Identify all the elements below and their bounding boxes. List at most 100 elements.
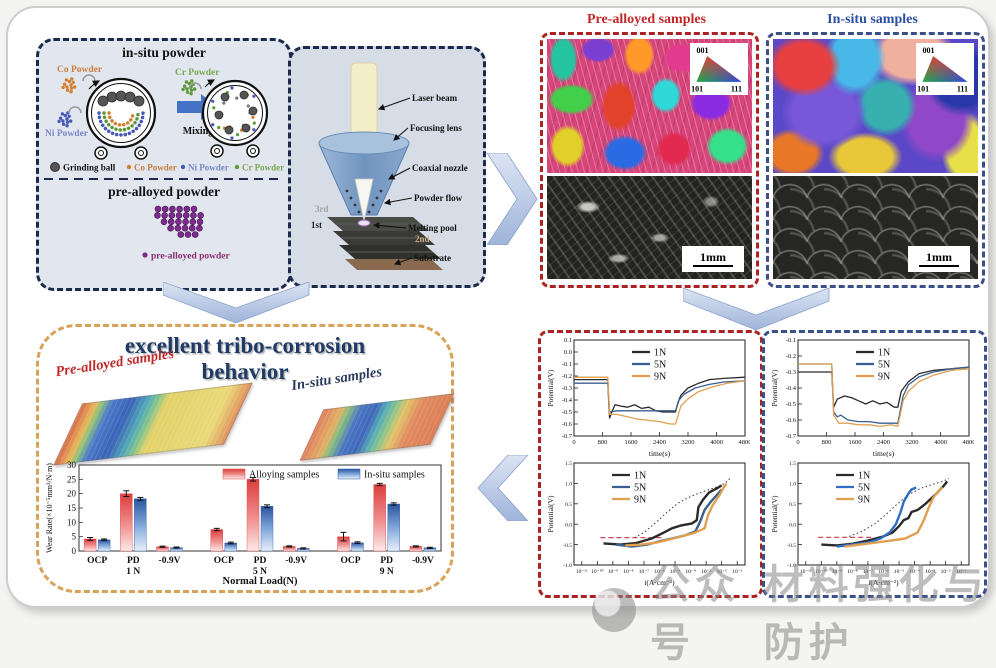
grinding-ball-legend: Grinding ball (63, 163, 116, 173)
svg-text:10⁻³: 10⁻³ (925, 569, 935, 575)
melting-pool-label: Melting pool (408, 223, 457, 233)
svg-text:20: 20 (67, 489, 77, 499)
svg-text:4000: 4000 (710, 439, 723, 446)
laser-cladding-panel: 3rd 1st 2nd Laser beam Focusing lens Coa… (288, 46, 486, 288)
svg-text:10: 10 (67, 517, 77, 527)
svg-text:0.5: 0.5 (789, 502, 796, 508)
watermark-name: 材料强化与防护 (763, 563, 989, 665)
insitu-powder-title: in-situ powder (122, 45, 206, 60)
svg-text:1 N: 1 N (126, 567, 140, 577)
laser-cladding-schematic: 3rd 1st 2nd Laser beam Focusing lens Coa… (311, 62, 468, 270)
svg-text:10⁻⁵: 10⁻⁵ (894, 569, 904, 575)
nozzle-tip (354, 178, 374, 222)
ebsd-map-insitu: 001 101 111 (773, 39, 978, 173)
svg-text:10⁻¹⁰: 10⁻¹⁰ (591, 568, 604, 575)
sem-image-insitu: 1mm (773, 176, 978, 279)
svg-text:9N: 9N (634, 495, 646, 506)
svg-text:9N: 9N (858, 495, 870, 506)
svg-text:9N: 9N (878, 372, 890, 383)
svg-text:10⁻¹: 10⁻¹ (732, 569, 742, 575)
svg-text:10⁻⁵: 10⁻⁵ (670, 569, 680, 575)
svg-text:10⁻⁶: 10⁻⁶ (654, 569, 664, 575)
svg-text:time(s): time(s) (873, 449, 895, 458)
ocp-chart-prealloyed: 0.1 0.0 -0.1 -0.2 -0.3 -0.4 -0.5 -0.6 -0.70 800 16… (546, 337, 750, 458)
svg-text:1.5: 1.5 (789, 461, 796, 467)
wear-rate-bar-chart: 0 5 10 15 20 25 30 OCP PD -0.9V OCP PD -0.9V OCP PD -0.… (45, 460, 442, 587)
scale-bar: 1mm (682, 246, 744, 272)
svg-text:-1.0: -1.0 (787, 563, 796, 569)
co-dot-icon (126, 164, 132, 170)
prealloyed-legend: pre-alloyed powder (151, 252, 231, 262)
svg-text:i(A·cm⁻²): i(A·cm⁻²) (644, 578, 675, 587)
svg-text:800: 800 (822, 439, 832, 446)
svg-text:3200: 3200 (906, 439, 919, 446)
ball-mill-before-mixing (85, 77, 157, 160)
tribo-title-line1: excellent tribo-corrosion (124, 333, 366, 358)
graphical-abstract: { "powder_panel": { "insitu_title": "in-… (6, 6, 990, 665)
scoop-icon (68, 106, 82, 114)
svg-text:0: 0 (796, 439, 799, 446)
svg-text:Potential(V): Potential(V) (546, 369, 555, 407)
svg-text:-0.7: -0.7 (562, 433, 573, 440)
ipf-111-label: 111 (957, 85, 968, 94)
prealloyed-micrograph-panel: 001 101 111 1mm (540, 32, 759, 288)
svg-text:-1.0: -1.0 (563, 563, 572, 569)
svg-text:-0.4: -0.4 (562, 397, 573, 404)
svg-text:10⁻²: 10⁻² (941, 569, 951, 575)
svg-text:1N: 1N (634, 471, 646, 482)
svg-text:-0.6: -0.6 (562, 421, 573, 428)
polarization-chart-insitu: 1.5 1.0 0.5 0.0 -0.5 -1.0 10⁻¹¹ 10⁻¹⁰ 10⁻⁹ 10⁻⁸ 10… (770, 461, 970, 587)
ocp-chart-insitu: -0.1 -0.2 -0.3 -0.4 -0.5 -0.6 -0.70 800 1600 2400… (770, 337, 974, 458)
svg-text:Potential(V): Potential(V) (770, 369, 779, 407)
layer-3rd-label: 3rd (315, 204, 329, 214)
svg-text:-0.5: -0.5 (787, 543, 796, 549)
ipf-001-label: 001 (696, 46, 708, 55)
laser-beam-label: Laser beam (412, 93, 458, 103)
svg-text:9N: 9N (654, 372, 666, 383)
watermark-prefix: 公众号 (650, 563, 740, 665)
watermark: 公众号 材料强化与防护 (592, 552, 996, 668)
electrochem-panel-prealloyed: 0.1 0.0 -0.1 -0.2 -0.3 -0.4 -0.5 -0.6 -0.7 0 800 16… (538, 330, 763, 598)
insitu-samples-title: In-situ samples (827, 12, 918, 27)
layer-1st-label: 1st (311, 220, 322, 230)
svg-text:Wear Rate(×10⁻⁵mm³/N·m): Wear Rate(×10⁻⁵mm³/N·m) (45, 463, 54, 553)
svg-text:Potential(V): Potential(V) (770, 495, 779, 533)
ni-dot-icon (180, 164, 186, 170)
deposited-layers (327, 217, 443, 270)
svg-text:0.0: 0.0 (565, 522, 572, 528)
scale-bar: 1mm (908, 246, 970, 272)
flow-arrow-right-icon (487, 153, 538, 245)
powder-schematic: in-situ powder Co Powder Cr Powder Ni Po… (44, 45, 284, 262)
svg-text:10⁻³: 10⁻³ (701, 569, 711, 575)
watermark-logo-icon (592, 588, 636, 632)
svg-text:3200: 3200 (682, 439, 695, 446)
svg-text:In-situ samples: In-situ samples (364, 470, 425, 481)
scale-bar-label: 1mm (700, 249, 726, 264)
svg-text:5N: 5N (858, 483, 870, 494)
svg-text:-0.3: -0.3 (786, 369, 796, 376)
svg-text:0.0: 0.0 (789, 522, 796, 528)
svg-text:15: 15 (67, 503, 77, 513)
svg-text:PD: PD (254, 556, 267, 566)
insitu-micrograph-panel: 001 101 111 1mm (766, 32, 985, 288)
scoop-icon (82, 74, 96, 82)
co-legend: Co Powder (134, 163, 177, 173)
svg-text:5N: 5N (654, 360, 666, 371)
svg-text:5: 5 (72, 532, 77, 542)
powder-panel: in-situ powder Co Powder Cr Powder Ni Po… (36, 38, 292, 291)
scale-bar-label: 1mm (926, 249, 952, 264)
svg-text:-0.3: -0.3 (562, 385, 572, 392)
ni-powder-cluster-icon (57, 111, 73, 128)
tribo-title-line2: behavior (201, 359, 289, 384)
ebsd-map-prealloyed: 001 101 111 (547, 39, 752, 173)
ipf-101-label: 101 (917, 85, 929, 94)
prealloyed-dot-icon (142, 252, 148, 258)
svg-text:1N: 1N (878, 348, 890, 359)
svg-text:1N: 1N (858, 471, 870, 482)
svg-text:OCP: OCP (340, 556, 360, 566)
polarization-chart-prealloyed: 1.5 1.0 0.5 0.0 -0.5 -1.0 10⁻¹¹ 10⁻¹⁰ 10⁻⁹ 10⁻⁸ 10… (546, 461, 746, 587)
svg-text:1N: 1N (654, 348, 666, 359)
svg-text:2400: 2400 (653, 439, 666, 446)
svg-text:-0.2: -0.2 (786, 353, 796, 360)
svg-text:OCP: OCP (214, 556, 234, 566)
